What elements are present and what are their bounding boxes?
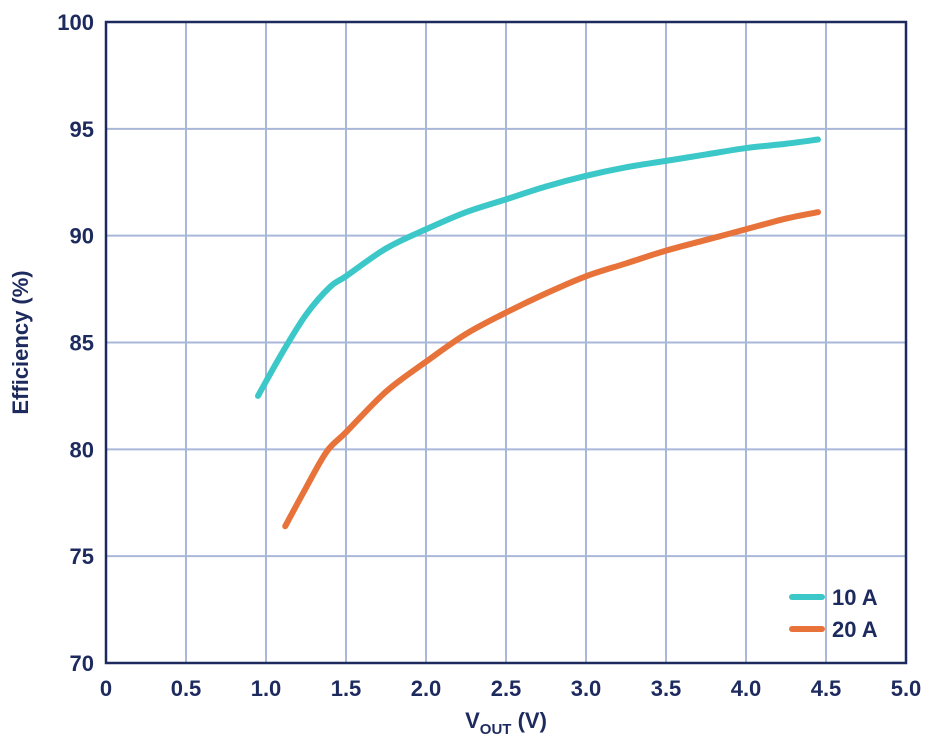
legend-label-20a: 20 A [832,617,878,642]
y-tick-label: 100 [57,10,94,35]
x-tick-label: 0.5 [171,676,202,701]
y-tick-label: 85 [70,331,94,356]
y-axis-ticks: 70 75 80 85 90 95 100 [57,10,94,676]
y-tick-label: 90 [70,224,94,249]
x-tick-label: 2.0 [411,676,442,701]
x-axis-title: VOUT (V) [465,708,547,738]
series-line-10a [255,136,821,399]
y-axis-title: Efficiency (%) [8,270,33,414]
plot-frame [104,20,908,665]
x-axis-title-main: V [465,708,480,733]
x-tick-label: 5.0 [891,676,922,701]
y-tick-label: 95 [70,117,94,142]
x-tick-label: 1.0 [251,676,282,701]
x-tick-label: 4.0 [731,676,762,701]
x-tick-label: 3.5 [651,676,682,701]
x-tick-label: 2.5 [491,676,522,701]
x-tick-label: 0 [100,676,112,701]
x-axis-ticks: 0 0.5 1.0 1.5 2.0 2.5 3.0 3.5 4.0 4.5 5.0 [100,676,921,701]
series-lines [255,136,821,530]
y-tick-label: 75 [70,544,94,569]
x-tick-label: 3.0 [571,676,602,701]
y-tick-label: 70 [70,651,94,676]
grid [106,22,906,663]
x-tick-label: 1.5 [331,676,362,701]
series-line-20a [282,209,821,530]
y-tick-label: 80 [70,437,94,462]
legend: 10 A 20 A [789,585,878,642]
x-axis-title-unit: (V) [511,708,546,733]
x-axis-title-sub: OUT [480,721,512,738]
legend-label-10a: 10 A [832,585,878,610]
x-tick-label: 4.5 [811,676,842,701]
